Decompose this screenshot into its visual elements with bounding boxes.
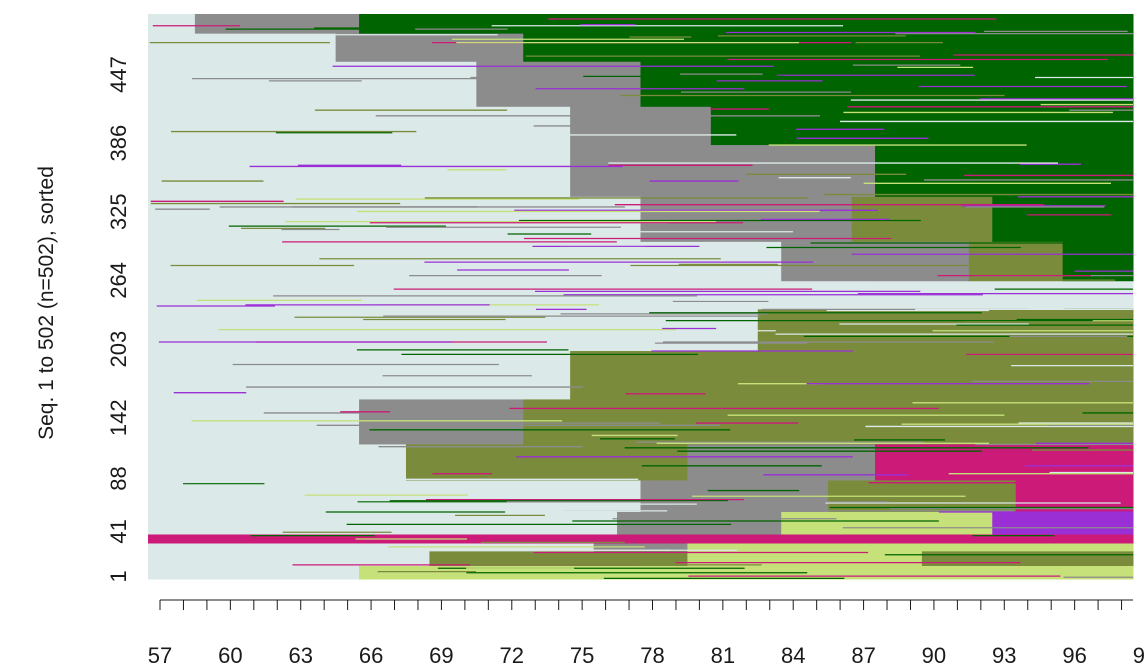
sequence-block-0-segment-0 [148,565,360,580]
x-tick-label: 75 [570,643,594,668]
sequence-block-3-segment-0 [148,533,1134,544]
sequence-block-14-segment-0 [148,106,571,146]
y-tick-label: 386 [106,125,131,162]
sequence-block-2-segment-2 [687,542,1134,552]
sequence-block-9-segment-1 [757,308,970,352]
sequence-block-6-segment-3 [875,443,1134,481]
x-tick-label: 93 [992,643,1016,668]
x-axis: 57 60 63 66 69 72 75 78 81 84 87 90 93 96 99 [148,599,1144,668]
sequence-block-15-segment-1 [476,61,641,107]
sequence-block-15-segment-0 [148,61,477,107]
y-tick-label: 447 [106,56,131,93]
sequence-block-16-segment-0 [148,33,337,62]
sequence-block-16-segment-2 [523,33,1134,62]
x-tick-label: 96 [1062,643,1086,668]
sequence-block-4-segment-1 [617,511,782,535]
sequence-block-7-segment-1 [359,398,524,445]
sequence-block-13-segment-1 [570,144,759,197]
sequence-block-2-segment-0 [148,542,595,552]
y-tick-label: 264 [106,262,131,299]
sequence-block-8-segment-2 [781,350,1134,400]
x-tick-label: 66 [359,643,383,668]
x-tick-label: 99 [1133,643,1144,668]
sequence-block-6-segment-0 [148,443,407,481]
x-tick-label: 69 [429,643,453,668]
sequence-noise-lines [149,18,1133,580]
x-tick-label: 57 [148,643,172,668]
y-tick-label: 88 [106,466,131,490]
sequence-block-13-segment-3 [875,144,1134,197]
sequence-block-8-segment-0 [148,350,571,400]
sequence-block-11-segment-0 [148,241,782,282]
sequence-block-17-segment-1 [194,14,360,34]
y-tick-label: 203 [106,331,131,368]
sequence-block-12-segment-3 [992,196,1134,242]
sequence-block-4-segment-2 [781,511,993,535]
x-tick-label: 78 [640,643,664,668]
x-tick-label: 60 [218,643,242,668]
sequence-block-11-segment-3 [1062,241,1134,282]
sequence-block-5-segment-3 [1015,479,1134,512]
sequence-block-1-segment-0 [148,550,430,566]
sequence-block-6-segment-1 [405,443,688,481]
sequence-block-1-segment-3 [921,550,1134,566]
x-tick-label: 63 [288,643,312,668]
sequence-block-9-segment-2 [968,308,1134,352]
sequence-block-13-segment-0 [148,144,571,197]
sequence-block-7-segment-0 [148,398,360,445]
x-tick-label: 87 [851,643,875,668]
y-tick-label: 41 [106,519,131,543]
sequence-block-1-segment-1 [429,550,688,566]
x-tick-label: 84 [781,643,805,668]
x-tick-label: 81 [711,643,735,668]
sequence-block-17-segment-0 [148,14,196,34]
y-tick-label: 142 [106,399,131,436]
x-tick-label: 90 [922,643,946,668]
sequence-block-4-segment-3 [992,511,1134,535]
y-tick-label: 325 [106,193,131,230]
sequence-block-16-segment-1 [335,33,524,62]
y-axis: 1 41 88 142 203 264 325 386 447 [106,56,131,582]
sequence-block-7-segment-2 [523,398,853,445]
x-tick-label: 72 [500,643,524,668]
y-tick-label: 1 [106,570,131,582]
sequence-block-17-segment-2 [359,14,1134,34]
sequence-block-13-segment-2 [757,144,876,197]
sequence-block-8-segment-1 [570,350,782,400]
y-axis-title: Seq. 1 to 502 (n=502), sorted [35,166,58,440]
sequence-block-4-segment-0 [148,511,618,535]
